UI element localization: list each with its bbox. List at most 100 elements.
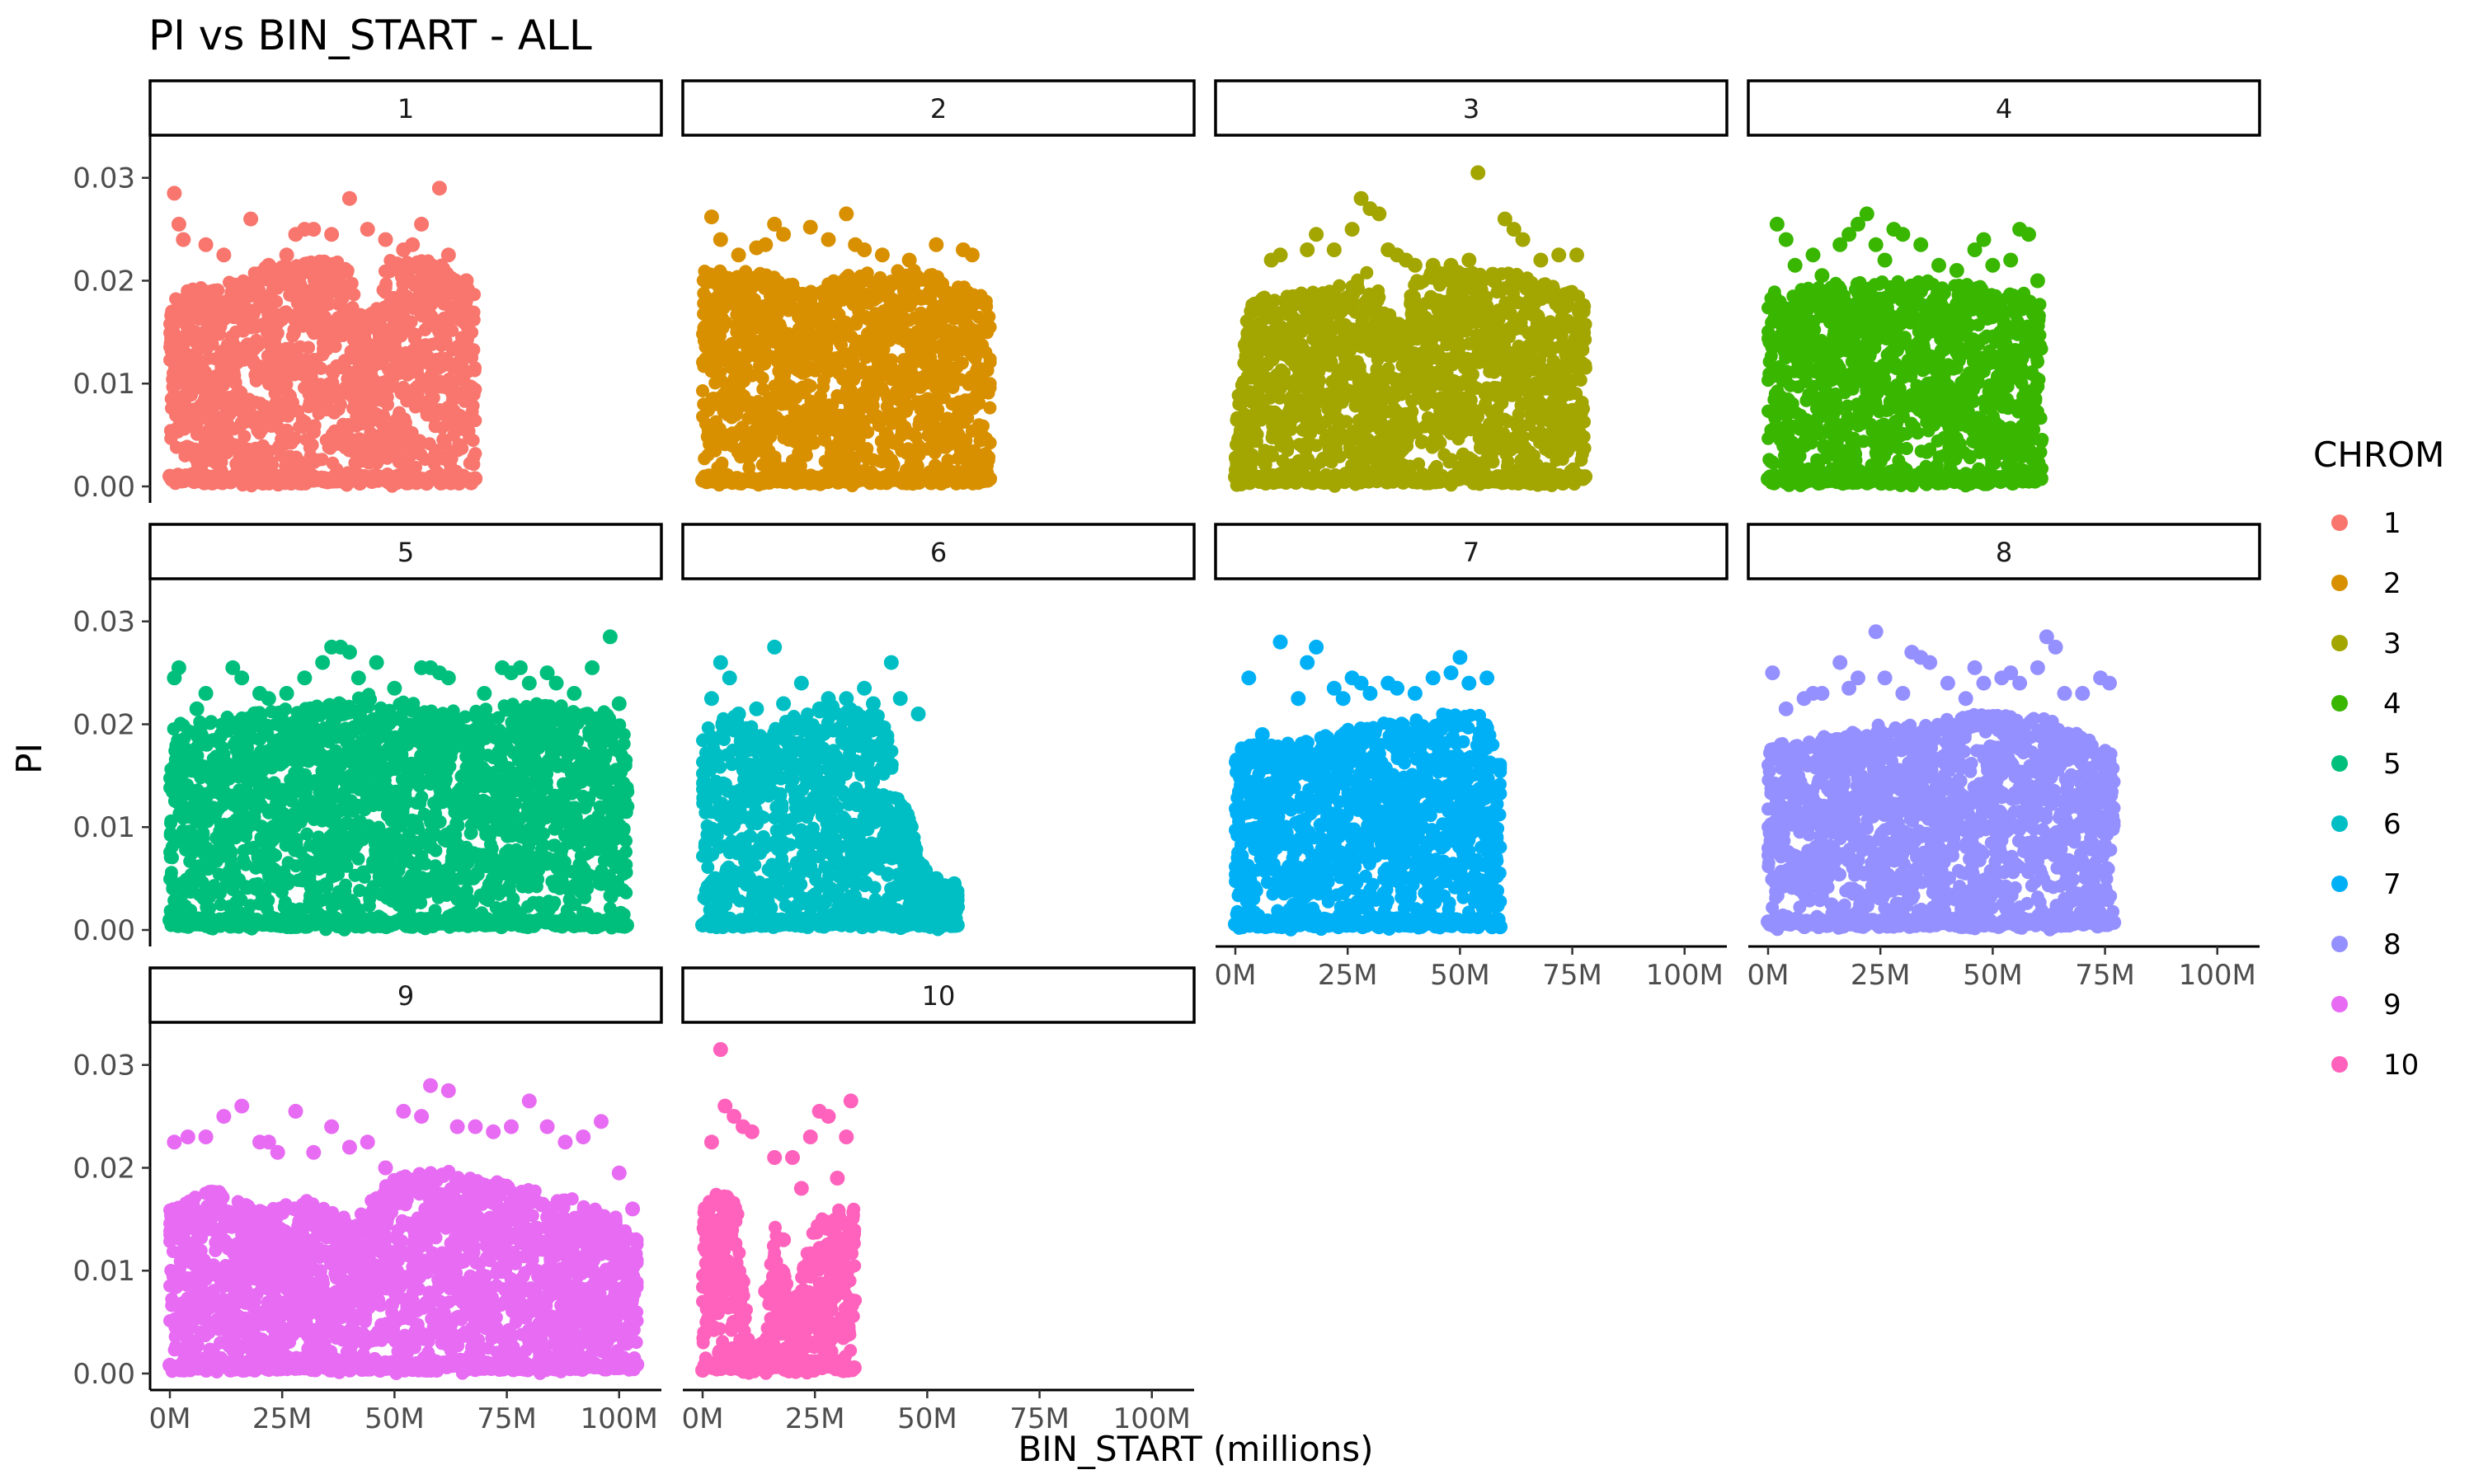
data-point xyxy=(468,288,482,302)
series-points-3 xyxy=(1228,165,1593,493)
data-point xyxy=(981,453,995,467)
data-point-outlier xyxy=(1300,242,1315,257)
data-point xyxy=(333,397,347,411)
data-point xyxy=(1578,317,1592,331)
data-point xyxy=(1284,422,1298,436)
data-point xyxy=(314,361,328,375)
data-point-outlier xyxy=(1551,247,1567,263)
data-point-outlier xyxy=(1272,247,1288,263)
data-point-outlier xyxy=(459,273,474,289)
data-point xyxy=(205,337,219,351)
data-point xyxy=(983,436,997,450)
data-point-outlier xyxy=(171,216,186,232)
data-point-outlier xyxy=(1371,206,1387,222)
data-point xyxy=(379,280,393,294)
data-point-outlier xyxy=(167,186,182,201)
data-point xyxy=(1578,415,1591,429)
data-point-outlier xyxy=(440,247,456,263)
data-point-outlier xyxy=(198,237,214,252)
data-point xyxy=(468,383,482,397)
series-points-1 xyxy=(162,181,483,493)
data-point-outlier xyxy=(279,247,294,263)
facet-panels: 10.000.010.020.032 3 450.000.010.020.036 70… xyxy=(73,79,2261,1435)
data-point xyxy=(1360,265,1374,279)
data-point xyxy=(270,294,284,308)
data-point xyxy=(1405,405,1419,419)
data-point-outlier xyxy=(1232,448,1248,463)
facet-panel-3: 3 xyxy=(1214,79,1729,493)
data-point xyxy=(167,388,181,402)
data-point xyxy=(983,377,997,391)
facet-strip-label-2: 2 xyxy=(930,93,947,124)
data-point xyxy=(807,434,821,448)
data-point-outlier xyxy=(703,209,719,225)
data-point xyxy=(347,288,361,302)
data-point xyxy=(344,315,358,329)
data-point xyxy=(1578,358,1592,372)
data-point-outlier xyxy=(1326,242,1342,257)
data-point-outlier xyxy=(176,232,191,247)
facet-strip-label-4: 4 xyxy=(1996,93,2012,124)
data-point-outlier xyxy=(378,232,393,247)
data-point-outlier xyxy=(901,252,917,268)
data-point-outlier xyxy=(216,247,232,263)
data-point-outlier xyxy=(713,232,728,247)
data-point xyxy=(982,471,998,486)
data-point-outlier xyxy=(839,206,854,222)
data-point xyxy=(983,355,997,369)
data-point-outlier xyxy=(1407,257,1423,273)
data-point xyxy=(1577,430,1591,444)
data-point-outlier xyxy=(431,181,447,196)
series-points-4 xyxy=(1761,206,2049,493)
data-point-outlier xyxy=(758,237,774,252)
facet-strip-1 xyxy=(148,79,663,137)
facet-panel-1: 10.000.010.020.03 xyxy=(73,79,663,504)
data-point xyxy=(270,326,285,340)
data-point xyxy=(1471,410,1484,424)
data-point-outlier xyxy=(1569,247,1584,263)
data-point xyxy=(983,320,997,334)
data-point-outlier xyxy=(776,227,792,242)
data-point xyxy=(1352,360,1366,373)
data-point xyxy=(466,399,480,413)
data-point-outlier xyxy=(1344,222,1360,237)
data-point xyxy=(289,432,303,445)
data-point xyxy=(976,419,990,433)
data-point xyxy=(1466,368,1479,382)
data-point xyxy=(468,414,482,428)
data-point xyxy=(322,297,336,311)
data-point xyxy=(1312,373,1326,387)
data-point xyxy=(1433,436,1447,450)
data-point xyxy=(1573,373,1587,387)
facet-strip-label-3: 3 xyxy=(1463,93,1479,124)
data-point-outlier xyxy=(821,232,836,247)
data-point xyxy=(377,409,390,423)
data-point-outlier xyxy=(360,222,375,237)
data-point-outlier xyxy=(306,222,322,237)
data-point xyxy=(887,458,901,472)
data-point xyxy=(315,453,329,467)
data-point-outlier xyxy=(1425,257,1441,273)
data-point-outlier xyxy=(1461,252,1477,268)
data-point-outlier xyxy=(341,190,357,206)
data-point-outlier xyxy=(857,242,872,257)
data-point-outlier xyxy=(802,219,818,235)
data-point xyxy=(1578,333,1592,346)
data-point-outlier xyxy=(1470,165,1486,181)
data-point xyxy=(468,447,482,461)
data-point-outlier xyxy=(324,227,340,242)
data-point-outlier xyxy=(874,247,890,263)
data-point xyxy=(1578,441,1592,455)
data-point-outlier xyxy=(929,237,944,252)
data-point xyxy=(326,380,340,394)
data-point xyxy=(465,326,479,340)
data-point xyxy=(1578,469,1593,485)
chart-title: PI vs BIN_START - ALL xyxy=(148,12,592,59)
data-point-outlier xyxy=(731,247,746,263)
data-point xyxy=(1400,439,1414,453)
data-point-outlier xyxy=(1515,232,1531,247)
y-tick-label: 0.03 xyxy=(73,162,135,195)
data-point xyxy=(266,458,280,472)
data-point-outlier xyxy=(405,237,421,252)
data-point xyxy=(211,284,225,298)
